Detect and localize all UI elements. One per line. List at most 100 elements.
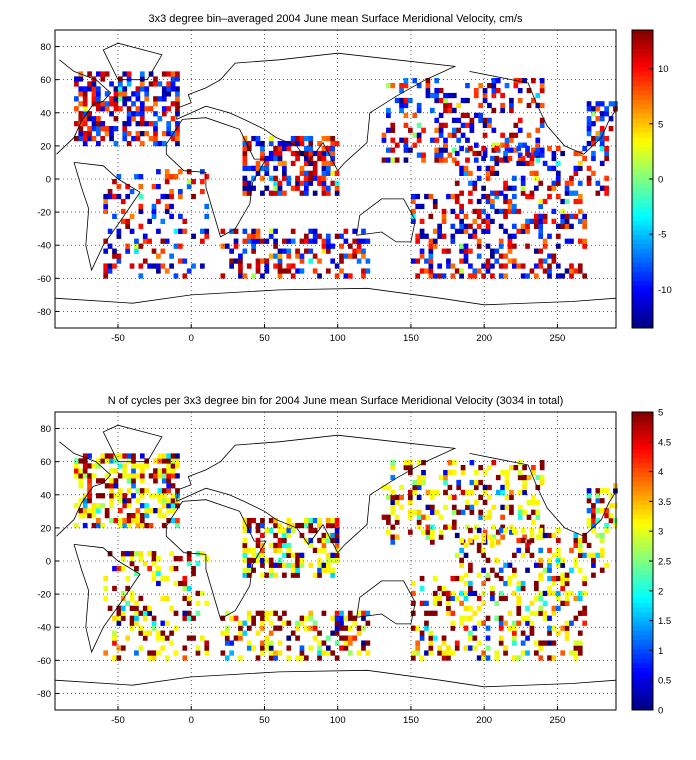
data-cell	[582, 223, 588, 229]
colorbar-swatch	[632, 146, 653, 152]
data-cell	[164, 174, 170, 180]
data-cell	[538, 645, 544, 651]
y-tick-label: -80	[37, 307, 51, 318]
data-cell	[503, 595, 508, 602]
data-cell	[229, 248, 234, 254]
data-cell	[352, 635, 358, 641]
data-cell	[498, 595, 504, 602]
data-cell	[229, 615, 234, 621]
data-cell	[586, 101, 592, 107]
data-cell	[330, 615, 336, 621]
data-cell	[551, 155, 557, 162]
data-cell	[503, 650, 508, 656]
data-cell	[126, 140, 132, 147]
data-cell	[498, 615, 504, 621]
data-cell	[547, 233, 552, 239]
data-cell	[438, 87, 444, 94]
data-cell	[251, 567, 256, 573]
data-cell	[242, 228, 248, 234]
data-cell	[299, 557, 305, 563]
data-cell	[238, 630, 243, 636]
colorbar-swatch	[632, 700, 653, 706]
data-cell	[304, 180, 309, 186]
data-cell	[339, 253, 344, 259]
data-cell	[139, 493, 145, 499]
data-cell	[166, 483, 172, 489]
data-cell	[347, 625, 353, 631]
data-cell	[139, 468, 145, 474]
data-cell	[551, 165, 557, 172]
data-cell	[160, 630, 166, 636]
data-cell	[454, 150, 460, 157]
data-cell	[135, 463, 141, 469]
data-cell	[482, 122, 488, 128]
data-cell	[525, 620, 530, 626]
data-cell	[122, 135, 128, 142]
data-cell	[432, 198, 438, 205]
data-cell	[339, 610, 344, 616]
data-cell	[134, 570, 139, 577]
data-cell	[352, 238, 358, 244]
data-cell	[424, 268, 429, 274]
data-cell	[599, 140, 605, 147]
data-cell	[481, 580, 486, 587]
data-cell	[147, 655, 152, 661]
data-cell	[555, 193, 561, 200]
data-cell	[251, 248, 256, 254]
data-cell	[454, 193, 460, 200]
data-cell	[437, 585, 442, 592]
data-cell	[476, 595, 482, 602]
data-cell	[533, 248, 539, 254]
data-cell	[482, 152, 488, 158]
data-cell	[473, 534, 479, 540]
data-cell	[135, 473, 141, 479]
data-cell	[512, 567, 517, 573]
data-cell	[321, 165, 327, 172]
data-cell	[74, 81, 79, 87]
data-cell	[547, 640, 552, 646]
data-cell	[419, 233, 425, 239]
data-cell	[103, 650, 109, 656]
data-cell	[78, 126, 84, 132]
data-cell	[147, 551, 152, 557]
data-cell	[103, 595, 109, 602]
data-cell	[564, 620, 570, 626]
data-cell	[459, 223, 464, 229]
data-cell	[330, 243, 336, 249]
data-cell	[277, 155, 283, 162]
data-cell	[246, 610, 252, 616]
data-cell	[220, 228, 226, 234]
data-cell	[485, 193, 491, 200]
data-cell	[82, 503, 88, 509]
data-cell	[473, 499, 479, 506]
colorbar-swatch	[632, 696, 653, 702]
data-cell	[569, 238, 574, 244]
data-cell	[317, 650, 322, 656]
data-cell	[487, 534, 492, 540]
data-cell	[260, 615, 265, 621]
coastline	[56, 59, 112, 155]
data-cell	[468, 527, 473, 534]
data-cell	[517, 489, 523, 496]
data-cell	[334, 263, 340, 269]
data-cell	[78, 91, 84, 97]
data-cell	[347, 615, 353, 621]
data-cell	[582, 580, 588, 587]
data-cell	[321, 562, 327, 568]
data-cell	[582, 537, 588, 544]
chart-panel-1: 3x3 degree bin–averaged 2004 June mean S…	[37, 13, 671, 344]
data-cell	[494, 600, 500, 606]
data-cell	[507, 238, 513, 244]
data-cell	[173, 174, 179, 180]
data-cell	[264, 640, 270, 646]
colorbar-swatch	[632, 565, 653, 571]
data-cell	[308, 140, 314, 147]
data-cell	[441, 233, 447, 239]
data-cell	[451, 509, 457, 515]
data-cell	[504, 147, 510, 153]
data-cell	[438, 152, 444, 158]
data-cell	[148, 473, 154, 479]
data-cell	[500, 534, 505, 540]
data-cell	[476, 605, 482, 611]
data-cell	[242, 165, 248, 172]
